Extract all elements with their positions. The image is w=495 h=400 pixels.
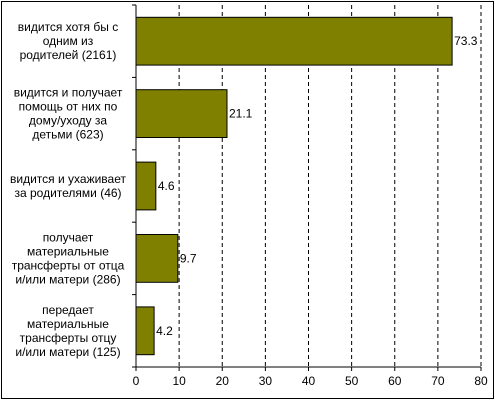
value-label: 21.1 <box>229 107 253 121</box>
x-tick-labels: 0 10 20 30 40 50 60 70 80 <box>133 374 488 388</box>
category-label: видится и получает помощь от них по дому/у… <box>14 86 123 142</box>
value-label: 4.2 <box>156 324 173 338</box>
value-label: 4.6 <box>158 179 175 193</box>
x-tick-label: 40 <box>302 374 316 388</box>
x-tick-label: 30 <box>259 374 273 388</box>
category-labels: видится хотя бы с одним из родителей (2161… <box>10 20 126 359</box>
category-label: видится и ухаживает за родителями (46) <box>10 172 126 200</box>
value-label: 73.3 <box>454 34 478 48</box>
bars <box>135 16 453 356</box>
category-label: передает материальные трансферты отцу и/или… <box>15 303 120 359</box>
x-tick-label: 80 <box>474 374 488 388</box>
x-tick-label: 10 <box>172 374 186 388</box>
x-tick-label: 20 <box>216 374 230 388</box>
grid-lines <box>178 5 482 367</box>
bar <box>135 234 179 283</box>
x-tick-label: 70 <box>431 374 445 388</box>
x-tick-label: 60 <box>388 374 402 388</box>
bar <box>135 89 228 138</box>
value-labels: 73.3 21.1 4.6 9.7 4.2 <box>156 34 478 338</box>
bar <box>135 16 453 66</box>
category-label: получает материальные трансферты от отца и/… <box>12 230 125 286</box>
category-label: видится хотя бы с одним из родителей (2161… <box>18 20 118 62</box>
x-tick-label: 0 <box>133 374 140 388</box>
bar <box>135 306 155 356</box>
axes <box>132 4 482 371</box>
bar <box>135 161 157 211</box>
x-tick-label: 50 <box>345 374 359 388</box>
value-label: 9.7 <box>180 251 197 265</box>
